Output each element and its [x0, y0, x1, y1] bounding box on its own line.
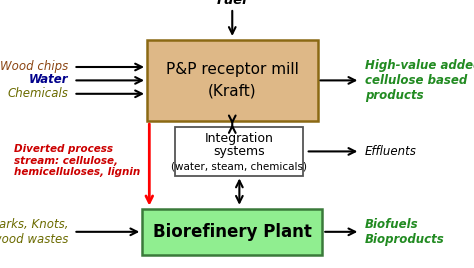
- Text: (water, steam, chemicals): (water, steam, chemicals): [172, 161, 307, 171]
- Text: systems: systems: [214, 145, 265, 158]
- Text: (Kraft): (Kraft): [208, 84, 256, 99]
- Text: Diverted process
stream: cellulose,
hemicelluloses, lignin: Diverted process stream: cellulose, hemi…: [14, 144, 140, 177]
- Text: Integration: Integration: [205, 132, 274, 144]
- Text: P&P receptor mill: P&P receptor mill: [166, 62, 299, 77]
- Text: Wood chips: Wood chips: [0, 60, 69, 73]
- Text: High-value added
cellulose based
products: High-value added cellulose based product…: [365, 59, 474, 102]
- Text: Fuel: Fuel: [217, 0, 247, 7]
- FancyBboxPatch shape: [147, 40, 318, 121]
- FancyBboxPatch shape: [142, 209, 322, 255]
- Text: Water: Water: [29, 73, 69, 86]
- Text: Effluents: Effluents: [365, 145, 417, 158]
- Text: Biofuels
Bioproducts: Biofuels Bioproducts: [365, 218, 445, 246]
- Text: Barks, Knots,
wood wastes: Barks, Knots, wood wastes: [0, 218, 69, 246]
- Text: Biorefinery Plant: Biorefinery Plant: [153, 223, 312, 241]
- FancyBboxPatch shape: [175, 127, 303, 176]
- Text: Chemicals: Chemicals: [8, 87, 69, 100]
